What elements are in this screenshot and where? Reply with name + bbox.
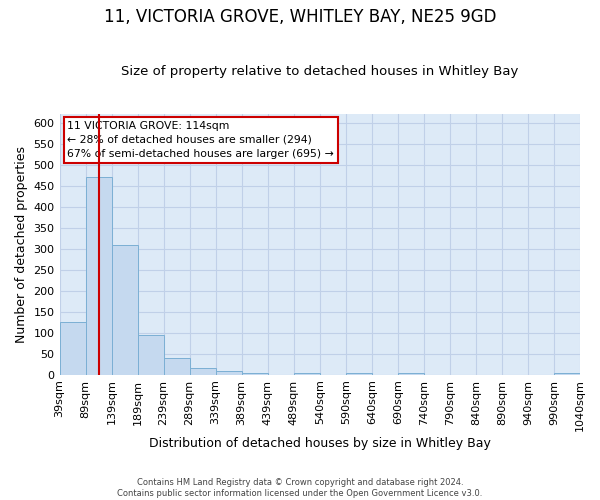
Bar (164, 358, 190, 374)
Bar (190, 368, 215, 374)
Bar (346, 372, 372, 374)
Bar (398, 372, 424, 374)
Bar (59, 322, 86, 374)
Bar (86, 178, 112, 374)
Bar (215, 370, 242, 374)
Bar (242, 372, 268, 374)
Bar (554, 372, 580, 374)
X-axis label: Distribution of detached houses by size in Whitley Bay: Distribution of detached houses by size … (149, 437, 491, 450)
Bar (112, 244, 137, 374)
Title: Size of property relative to detached houses in Whitley Bay: Size of property relative to detached ho… (121, 66, 518, 78)
Bar (293, 372, 320, 374)
Text: Contains HM Land Registry data © Crown copyright and database right 2024.
Contai: Contains HM Land Registry data © Crown c… (118, 478, 482, 498)
Bar (137, 335, 164, 374)
Text: 11 VICTORIA GROVE: 114sqm
← 28% of detached houses are smaller (294)
67% of semi: 11 VICTORIA GROVE: 114sqm ← 28% of detac… (67, 121, 334, 159)
Y-axis label: Number of detached properties: Number of detached properties (15, 146, 28, 343)
Text: 11, VICTORIA GROVE, WHITLEY BAY, NE25 9GD: 11, VICTORIA GROVE, WHITLEY BAY, NE25 9G… (104, 8, 496, 26)
